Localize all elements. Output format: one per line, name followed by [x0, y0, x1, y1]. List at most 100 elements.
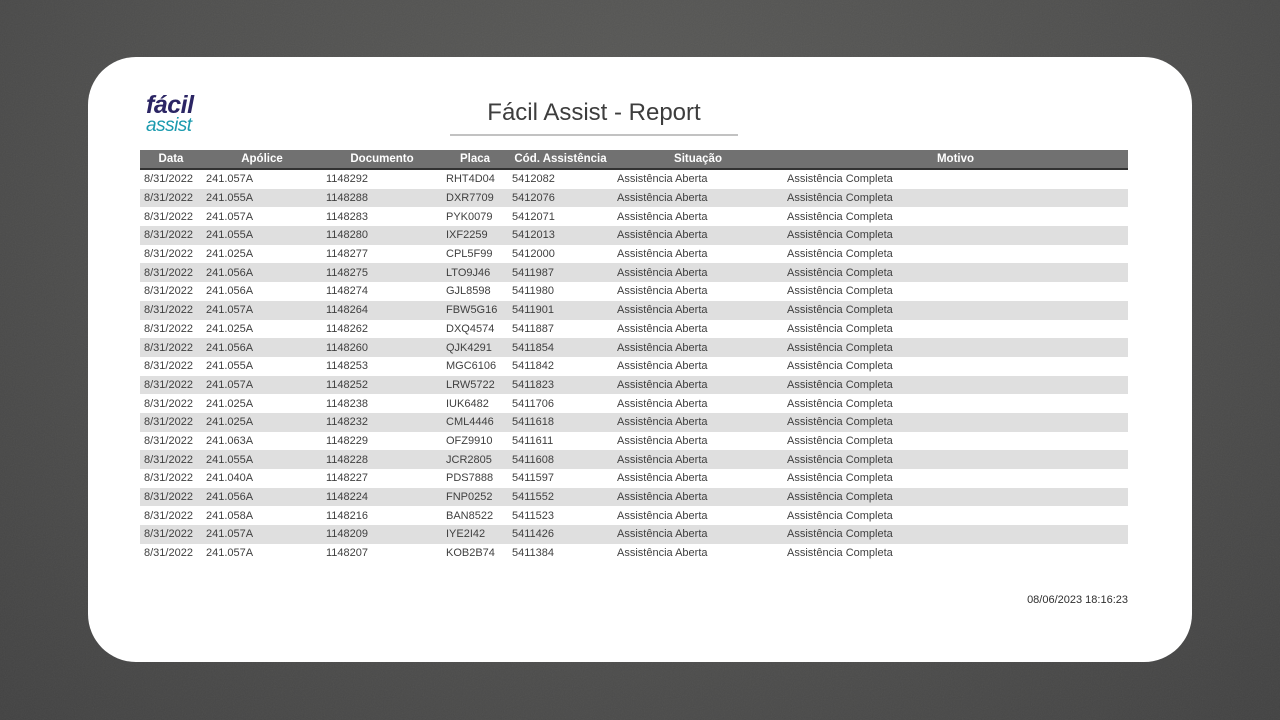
cell-motivo[interactable]: Assistência Completa — [783, 226, 1128, 245]
cell-data[interactable]: 8/31/2022 — [140, 188, 202, 208]
cell-data[interactable]: 8/31/2022 — [144, 285, 193, 298]
cell-situacao[interactable]: Assistência Aberta — [613, 300, 783, 320]
cell-situacao[interactable]: Assistência Aberta — [617, 547, 708, 560]
cell-cod-assistencia[interactable]: 5411384 — [512, 547, 555, 560]
cell-situacao[interactable]: Assistência Aberta — [613, 525, 783, 544]
cell-documento[interactable]: 1148277 — [326, 248, 369, 261]
cell-placa[interactable]: QJK4291 — [442, 338, 508, 357]
cell-motivo[interactable]: Assistência Completa — [787, 248, 893, 261]
cell-apolice[interactable]: 241.057A — [206, 210, 254, 223]
table-row[interactable]: 8/31/2022 241.055A 1148228 JCR2805 54116… — [140, 450, 1128, 469]
cell-data[interactable]: 8/31/2022 — [144, 210, 193, 223]
cell-placa[interactable]: OFZ9910 — [446, 434, 493, 447]
cell-cod-assistencia[interactable]: 5411854 — [508, 338, 613, 357]
cell-documento[interactable]: 1148238 — [326, 397, 369, 410]
cell-motivo[interactable]: Assistência Completa — [783, 338, 1128, 357]
cell-placa[interactable]: FNP0252 — [442, 487, 508, 507]
table-row[interactable]: 8/31/2022 241.056A 1148274 GJL8598 54119… — [140, 282, 1128, 301]
cell-placa[interactable]: JCR2805 — [442, 450, 508, 469]
cell-apolice[interactable]: 241.055A — [206, 360, 254, 373]
cell-situacao[interactable]: Assistência Aberta — [617, 472, 708, 485]
cell-data[interactable]: 8/31/2022 — [144, 397, 193, 410]
cell-data[interactable]: 8/31/2022 — [144, 248, 193, 261]
cell-data[interactable]: 8/31/2022 — [144, 434, 193, 447]
cell-documento[interactable]: 1148252 — [322, 375, 442, 395]
cell-data[interactable]: 8/31/2022 — [140, 226, 202, 245]
cell-motivo[interactable]: Assistência Completa — [787, 547, 893, 560]
cell-documento[interactable]: 1148264 — [322, 300, 442, 320]
cell-documento[interactable]: 1148209 — [322, 525, 442, 544]
table-row[interactable]: 8/31/2022 241.058A 1148216 BAN8522 54115… — [140, 506, 1128, 525]
cell-data[interactable]: 8/31/2022 — [140, 487, 202, 507]
cell-apolice[interactable]: 241.057A — [202, 300, 322, 320]
cell-cod-assistencia[interactable]: 5411552 — [508, 487, 613, 507]
cell-cod-assistencia[interactable]: 5411987 — [508, 263, 613, 283]
cell-placa[interactable]: CML4446 — [442, 412, 508, 432]
cell-data[interactable]: 8/31/2022 — [140, 375, 202, 395]
cell-data[interactable]: 8/31/2022 — [144, 547, 193, 560]
cell-documento[interactable]: 1148260 — [322, 338, 442, 357]
cell-cod-assistencia[interactable]: 5411611 — [512, 434, 554, 447]
cell-data[interactable]: 8/31/2022 — [144, 322, 193, 335]
cell-motivo[interactable]: Assistência Completa — [787, 173, 893, 186]
cell-placa[interactable]: IXF2259 — [442, 226, 508, 245]
cell-cod-assistencia[interactable]: 5411426 — [508, 525, 613, 544]
cell-placa[interactable]: IUK6482 — [446, 397, 489, 410]
cell-documento[interactable]: 1148283 — [326, 210, 369, 223]
table-row[interactable]: 8/31/2022 241.040A 1148227 PDS7888 54115… — [140, 469, 1128, 488]
cell-apolice[interactable]: 241.025A — [206, 248, 254, 261]
cell-situacao[interactable]: Assistência Aberta — [613, 450, 783, 469]
cell-documento[interactable]: 1148216 — [326, 509, 369, 522]
cell-cod-assistencia[interactable]: 5411597 — [512, 472, 555, 485]
column-header-situacao[interactable]: Situação — [613, 150, 783, 170]
cell-situacao[interactable]: Assistência Aberta — [617, 509, 708, 522]
cell-data[interactable]: 8/31/2022 — [144, 360, 193, 373]
table-row[interactable]: 8/31/2022 241.055A 1148288 DXR7709 54120… — [140, 188, 1128, 208]
cell-apolice[interactable]: 241.055A — [202, 226, 322, 245]
cell-situacao[interactable]: Assistência Aberta — [617, 210, 708, 223]
cell-cod-assistencia[interactable]: 5411618 — [508, 412, 613, 432]
cell-motivo[interactable]: Assistência Completa — [787, 322, 893, 335]
cell-apolice[interactable]: 241.025A — [206, 322, 254, 335]
cell-motivo[interactable]: Assistência Completa — [787, 397, 893, 410]
cell-situacao[interactable]: Assistência Aberta — [613, 338, 783, 357]
cell-placa[interactable]: LRW5722 — [442, 375, 508, 395]
cell-documento[interactable]: 1148292 — [326, 173, 369, 186]
cell-cod-assistencia[interactable]: 5411842 — [512, 360, 555, 373]
cell-situacao[interactable]: Assistência Aberta — [613, 188, 783, 208]
cell-cod-assistencia[interactable]: 5412076 — [508, 188, 613, 208]
cell-data[interactable]: 8/31/2022 — [140, 525, 202, 544]
cell-situacao[interactable]: Assistência Aberta — [613, 263, 783, 283]
cell-situacao[interactable]: Assistência Aberta — [617, 248, 708, 261]
cell-situacao[interactable]: Assistência Aberta — [617, 434, 708, 447]
cell-documento[interactable]: 1148229 — [326, 434, 369, 447]
column-header-documento[interactable]: Documento — [322, 150, 442, 170]
cell-data[interactable]: 8/31/2022 — [140, 450, 202, 469]
cell-placa[interactable]: BAN8522 — [446, 509, 494, 522]
cell-documento[interactable]: 1148227 — [326, 472, 369, 485]
cell-situacao[interactable]: Assistência Aberta — [617, 397, 708, 410]
column-header-cod-assistencia[interactable]: Cód. Assistência — [508, 150, 613, 170]
cell-motivo[interactable]: Assistência Completa — [783, 487, 1128, 507]
cell-documento[interactable]: 1148228 — [322, 450, 442, 469]
cell-apolice[interactable]: 241.058A — [206, 509, 254, 522]
table-row[interactable]: 8/31/2022 241.056A 1148260 QJK4291 54118… — [140, 338, 1128, 357]
cell-motivo[interactable]: Assistência Completa — [783, 412, 1128, 432]
cell-placa[interactable]: IYE2I42 — [442, 525, 508, 544]
cell-motivo[interactable]: Assistência Completa — [787, 210, 893, 223]
cell-cod-assistencia[interactable]: 5412000 — [512, 248, 555, 261]
cell-apolice[interactable]: 241.055A — [202, 188, 322, 208]
table-row[interactable]: 8/31/2022 241.055A 1148280 IXF2259 54120… — [140, 226, 1128, 245]
cell-placa[interactable]: PDS7888 — [446, 472, 494, 485]
cell-placa[interactable]: GJL8598 — [446, 285, 491, 298]
table-row[interactable]: 8/31/2022 241.057A 1148252 LRW5722 54118… — [140, 375, 1128, 395]
cell-documento[interactable]: 1148274 — [326, 285, 369, 298]
column-header-motivo[interactable]: Motivo — [783, 150, 1128, 170]
column-header-data[interactable]: Data — [140, 150, 202, 170]
cell-data[interactable]: 8/31/2022 — [144, 173, 193, 186]
cell-placa[interactable]: DXQ4574 — [446, 322, 495, 335]
cell-cod-assistencia[interactable]: 5411706 — [512, 397, 555, 410]
cell-cod-assistencia[interactable]: 5411523 — [512, 509, 555, 522]
cell-data[interactable]: 8/31/2022 — [140, 300, 202, 320]
cell-apolice[interactable]: 241.056A — [202, 487, 322, 507]
